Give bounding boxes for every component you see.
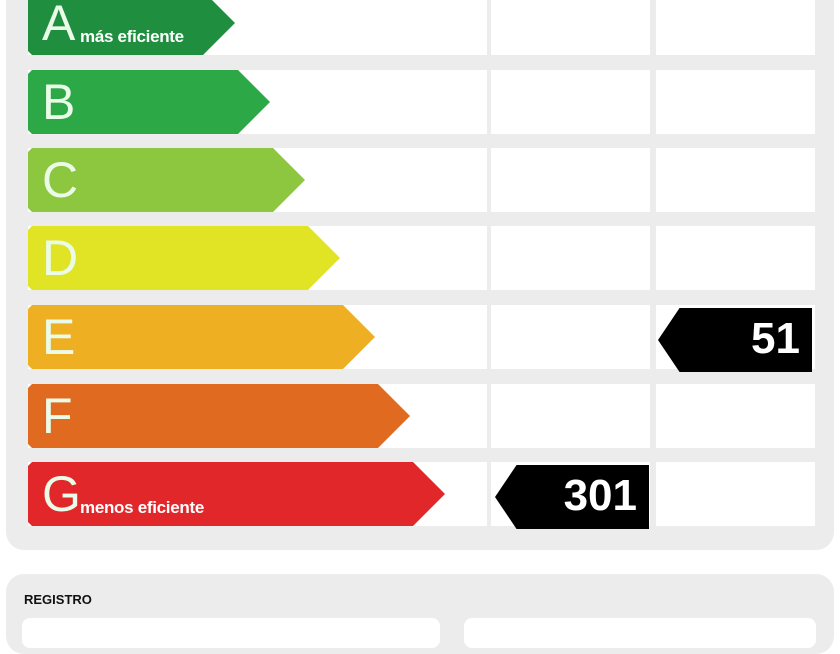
cell-e-1 [491,305,650,369]
class-letter: B [42,74,76,130]
registro-label: REGISTRO [24,592,92,607]
emissions-rating-arrow: 301 [495,465,649,529]
energy-class-b-bar: B [28,70,270,134]
energy-class-e-bar: E [28,305,375,369]
cell-b-1 [491,70,650,134]
cell-a-2 [656,0,815,55]
registro-field-right [464,618,816,648]
cell-g-2 [656,462,815,526]
cell-d-1 [491,226,650,290]
cell-f-2 [656,384,815,448]
cell-c-2 [656,148,815,212]
cell-f-1 [491,384,650,448]
energy-class-f-bar: F [28,384,410,448]
cell-d-2 [656,226,815,290]
class-letter: C [42,152,79,208]
class-caption: más eficiente [80,27,184,46]
class-letter: D [42,230,79,286]
class-letter: A [42,0,76,51]
cell-b-2 [656,70,815,134]
class-letter: G [42,466,81,522]
energy-class-c-bar: C [28,148,305,212]
cell-c-1 [491,148,650,212]
registro-field-left [22,618,440,648]
energy-class-d-bar: D [28,226,340,290]
class-letter: F [42,388,73,444]
consumption-rating-arrow: 51 [658,308,812,372]
class-caption: menos eficiente [80,498,204,517]
cell-a-1 [491,0,650,55]
class-letter: E [42,309,76,365]
